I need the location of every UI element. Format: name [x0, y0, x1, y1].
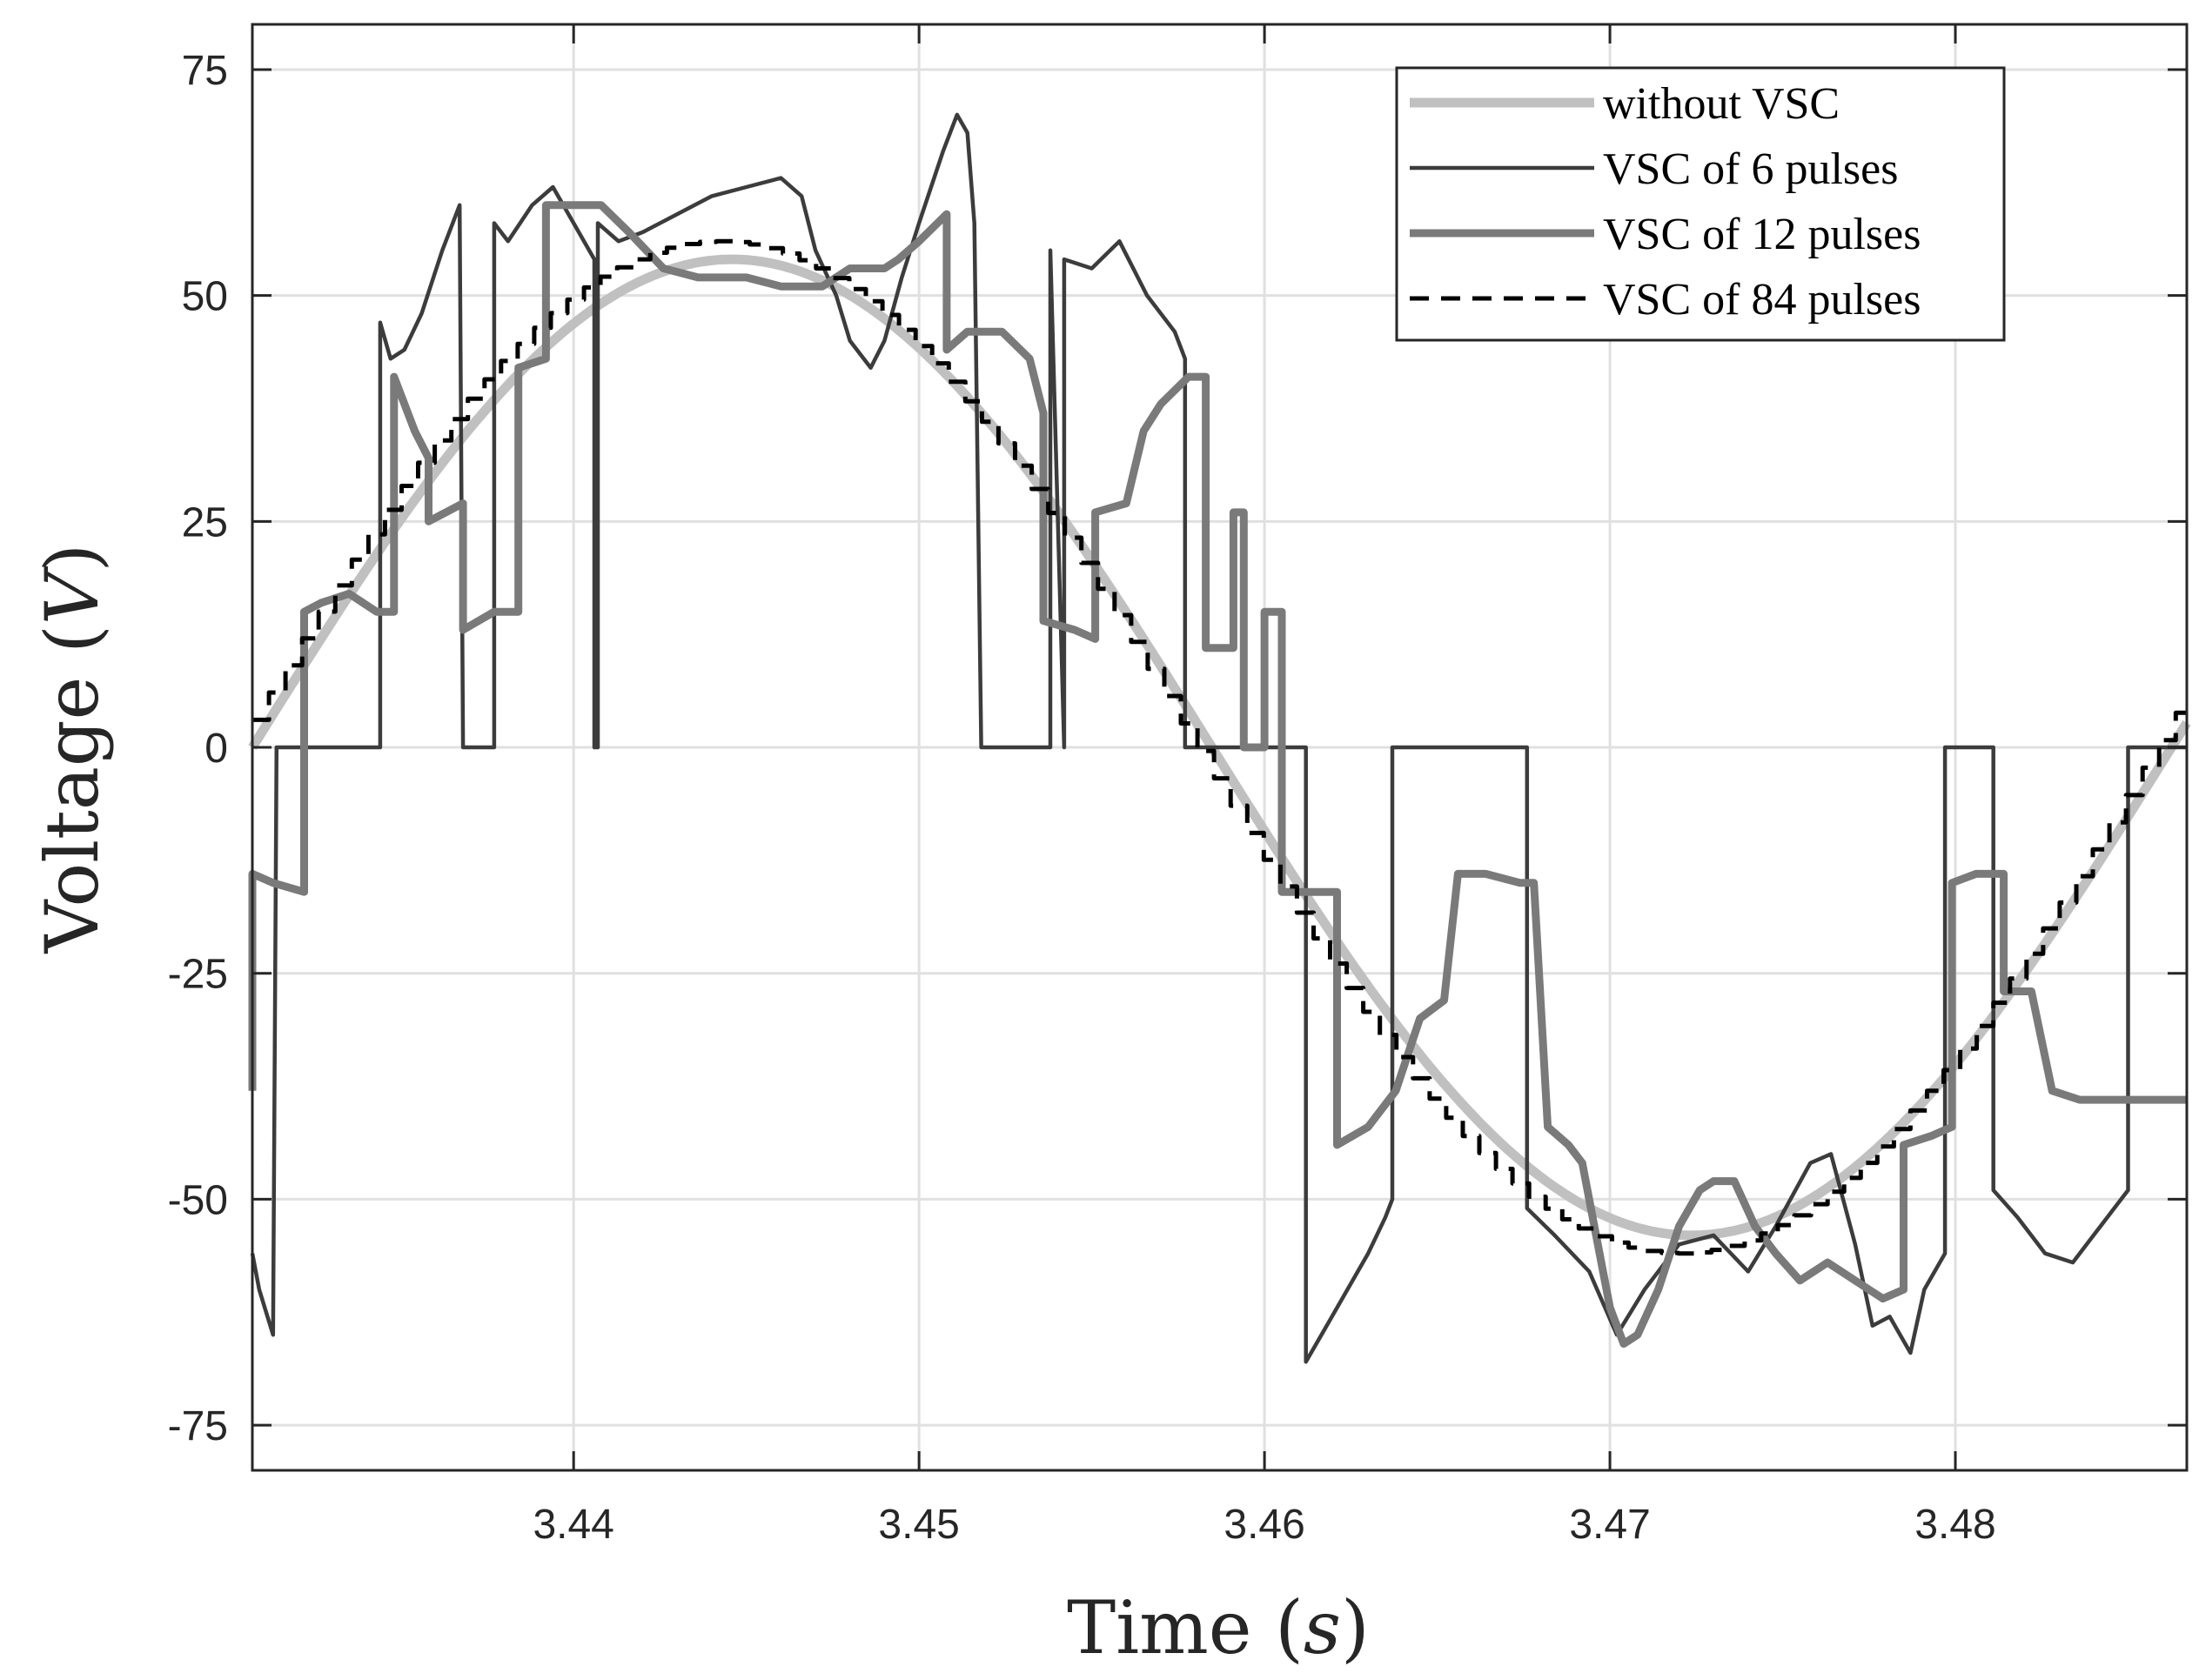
- y-tick-label: -25: [168, 952, 228, 998]
- y-axis-label-var: V: [30, 566, 115, 625]
- x-axis-label: Time (s): [1067, 1585, 1370, 1670]
- y-tick-label: -50: [168, 1177, 228, 1223]
- legend-label-without-vsc: without VSC: [1603, 79, 1840, 129]
- series-vsc-84-pulses-line: [252, 238, 2187, 1256]
- x-axis-label-text: Time: [1067, 1585, 1251, 1670]
- series-vsc-6-pulses-line: [250, 112, 2187, 1364]
- x-tick-label: 3.44: [533, 1502, 613, 1548]
- y-tick-label: 75: [182, 48, 228, 94]
- series-layer: [248, 112, 2191, 1364]
- y-tick-label: 50: [182, 274, 228, 320]
- legend-label-vsc-6-pulses: VSC of 6 pulses: [1603, 144, 1898, 194]
- series-vsc-12-pulses-line: [248, 201, 2187, 1349]
- x-axis-label-var: s: [1304, 1585, 1341, 1670]
- legend-box: [1395, 66, 2006, 342]
- x-tick-label: 3.46: [1224, 1502, 1304, 1548]
- axis-ticks: 3.44 3.45 3.46 3.47 3.48 75 50 25 0 -25 -50 -75: [168, 24, 2187, 1548]
- y-tick-label: 25: [182, 499, 228, 545]
- y-tick-label: 0: [204, 726, 228, 772]
- legend-label-vsc-84-pulses: VSC of 84 pulses: [1603, 275, 1921, 325]
- x-tick-label: 3.48: [1914, 1502, 1995, 1548]
- legend: without VSC VSC of 6 pulses VSC of 12 pu…: [1395, 66, 2006, 342]
- legend-label-vsc-12-pulses: VSC of 12 pulses: [1603, 210, 1921, 259]
- y-axis-label-text: Voltage: [30, 677, 115, 954]
- y-axis-label: Voltage (V): [30, 544, 115, 954]
- x-tick-label: 3.47: [1569, 1502, 1650, 1548]
- x-tick-label: 3.45: [878, 1502, 959, 1548]
- y-tick-label: -75: [168, 1403, 228, 1449]
- series-without-vsc-line: [248, 254, 2191, 1241]
